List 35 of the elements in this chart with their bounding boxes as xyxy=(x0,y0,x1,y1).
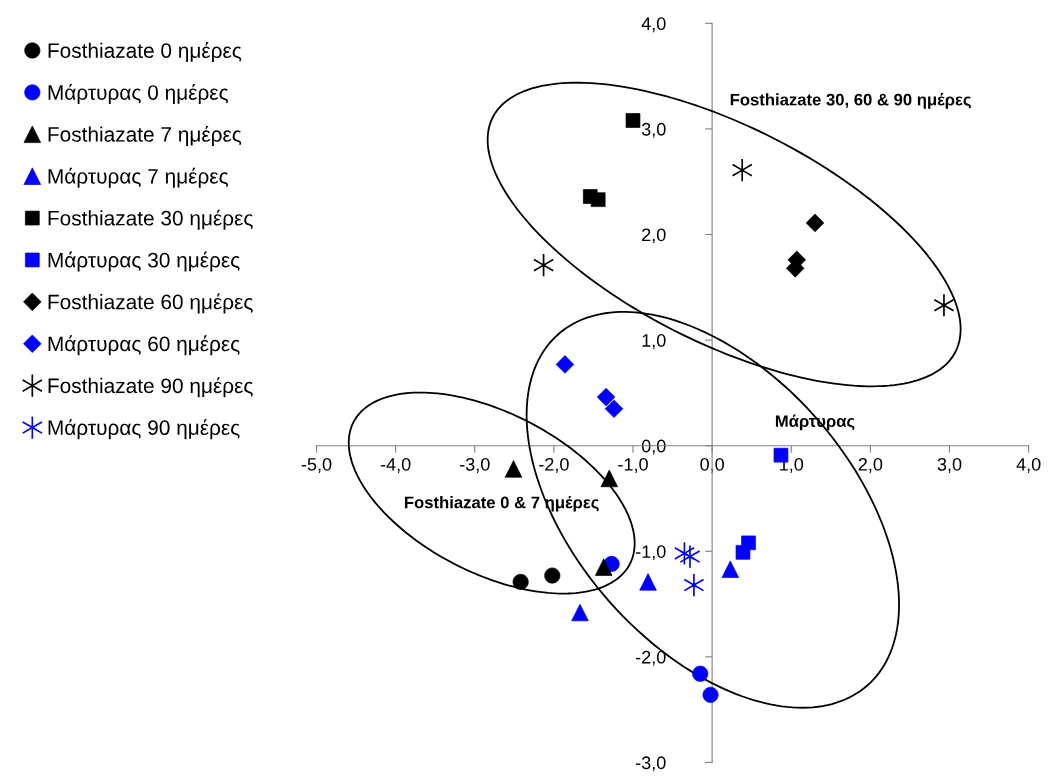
x-tick-label: -2,0 xyxy=(539,457,569,473)
legend-label: Μάρτυρας 30 ημέρες xyxy=(48,251,240,272)
y-tick-label: -1,0 xyxy=(635,545,666,561)
x-tick-label: 3,0 xyxy=(937,457,962,473)
legend-label: Μάρτυρας 90 ημέρες xyxy=(48,419,240,440)
legend-label: Fosthiazate 60 ημέρες xyxy=(48,293,253,314)
x-tick-label: -5,0 xyxy=(301,457,332,473)
point xyxy=(683,573,705,598)
point xyxy=(590,192,606,207)
legend-label: Fosthiazate 90 ημέρες xyxy=(48,377,253,398)
x-tick-label: 2,0 xyxy=(858,457,883,473)
y-tick-label: 1,0 xyxy=(642,334,666,349)
x-tick-label: -4,0 xyxy=(380,457,411,473)
point xyxy=(702,686,719,703)
x-tick-label: 0,0 xyxy=(700,457,724,473)
legend-label: Μάρτυρας 0 ημέρες xyxy=(48,83,229,104)
annotation: Fosthiazate 30, 60 & 90 ημέρες xyxy=(730,93,971,109)
x-tick-label: -1,0 xyxy=(618,457,648,473)
legend-label: Fosthiazate 30 ημέρες xyxy=(48,209,253,230)
point xyxy=(555,355,575,374)
point xyxy=(679,544,701,569)
y-tick-label: 3,0 xyxy=(641,122,666,138)
legend-label: Fosthiazate 7 ημέρες xyxy=(48,125,242,146)
point xyxy=(731,158,753,183)
legend-label: Μάρτυρας 7 ημέρες xyxy=(48,167,229,188)
x-tick-label: -3,0 xyxy=(460,457,490,473)
y-tick-label: -3,0 xyxy=(635,756,666,772)
point xyxy=(933,293,955,318)
y-tick-label: 4,0 xyxy=(641,17,666,33)
y-tick-label: 0,0 xyxy=(641,439,666,455)
x-tick-label: 4,0 xyxy=(1016,457,1041,473)
y-tick-label: 2,0 xyxy=(642,228,666,244)
legend-label: Μάρτυρας 60 ημέρες xyxy=(48,335,240,356)
legend-label: Fosthiazate 0 ημέρες xyxy=(48,42,242,63)
y-tick-label: -2,0 xyxy=(635,650,666,666)
